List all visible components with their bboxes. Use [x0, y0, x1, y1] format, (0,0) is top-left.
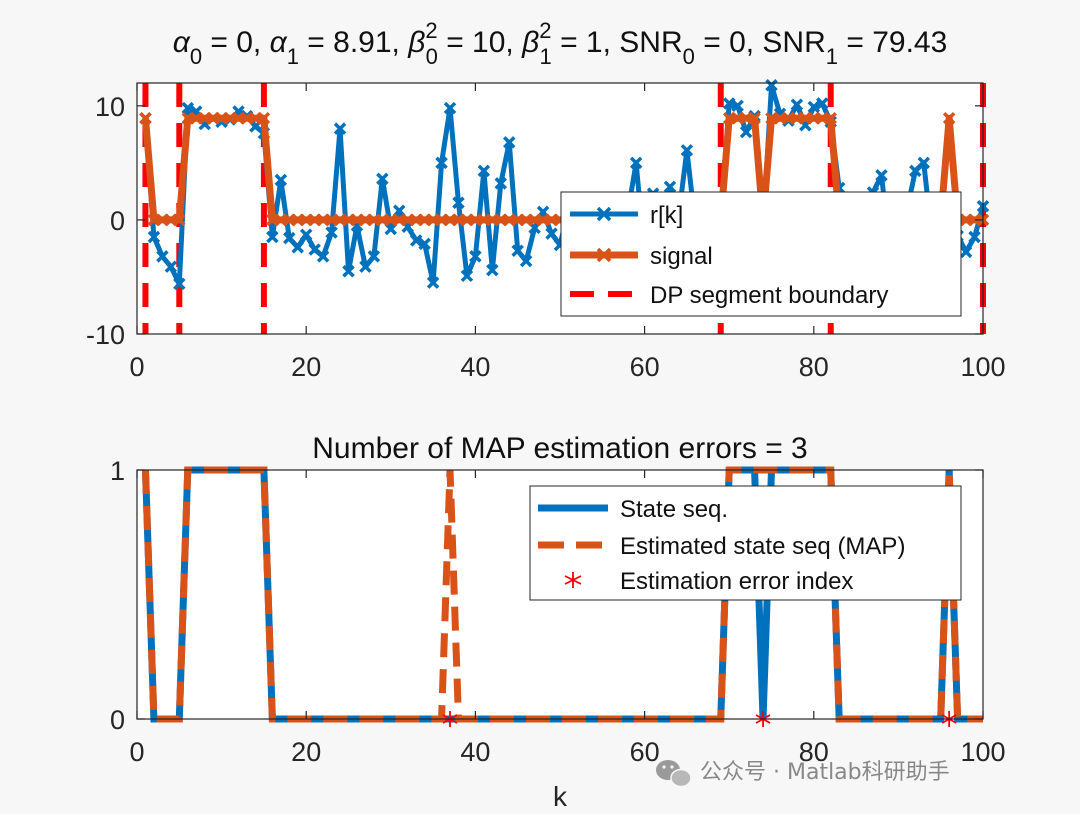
legend-label-boundary: DP segment boundary [650, 282, 888, 309]
bottom-x-tick-label: 40 [460, 737, 490, 767]
watermark: 公众号 · Matlab科研助手 [656, 760, 950, 787]
top-x-tick-label: 100 [960, 352, 1005, 382]
bottom-y-tick-label: 1 [110, 456, 125, 486]
top-y-tick-label: 10 [95, 92, 125, 122]
top-x-tick-label: 20 [291, 352, 321, 382]
bottom-x-tick-label: 60 [630, 737, 660, 767]
top-x-tick-label: 40 [460, 352, 490, 382]
top-x-tick-label: 60 [630, 352, 660, 382]
legend-label-state: State seq. [620, 496, 728, 523]
bottom-y-tick-label: 0 [110, 705, 125, 735]
top-x-tick-label: 0 [129, 352, 144, 382]
bottom-title: Number of MAP estimation errors = 3 [312, 432, 807, 465]
bottom-x-tick-label: 20 [291, 737, 321, 767]
figure: 0 20 40 60 80 100-10010 α0 = 0, α1 = 8.91, β2… [0, 0, 1080, 814]
bottom-legend: State seq. Estimated state seq (MAP) Est… [530, 486, 961, 600]
top-x-tick-label: 80 [799, 352, 829, 382]
bottom-x-tick-label: 0 [129, 737, 144, 767]
top-y-tick-label: -10 [86, 320, 125, 350]
bottom-x-axis-label: k [553, 781, 568, 812]
bottom-x-tick-label: 100 [960, 737, 1005, 767]
legend-label-signal: signal [650, 243, 713, 270]
legend-label-estimated: Estimated state seq (MAP) [620, 533, 905, 560]
legend-label-error: Estimation error index [620, 568, 853, 595]
top-title: α0 = 0, α1 = 8.91, β2 0 = 10, β2 1 = 1, SN… [173, 18, 948, 69]
top-y-tick-label: 0 [110, 206, 125, 236]
legend-label-r: r[k] [650, 202, 683, 229]
wechat-icon [656, 760, 691, 787]
watermark-text: 公众号 · Matlab科研助手 [700, 760, 950, 785]
top-legend: r[k] signal DP segment boundary [561, 192, 961, 316]
